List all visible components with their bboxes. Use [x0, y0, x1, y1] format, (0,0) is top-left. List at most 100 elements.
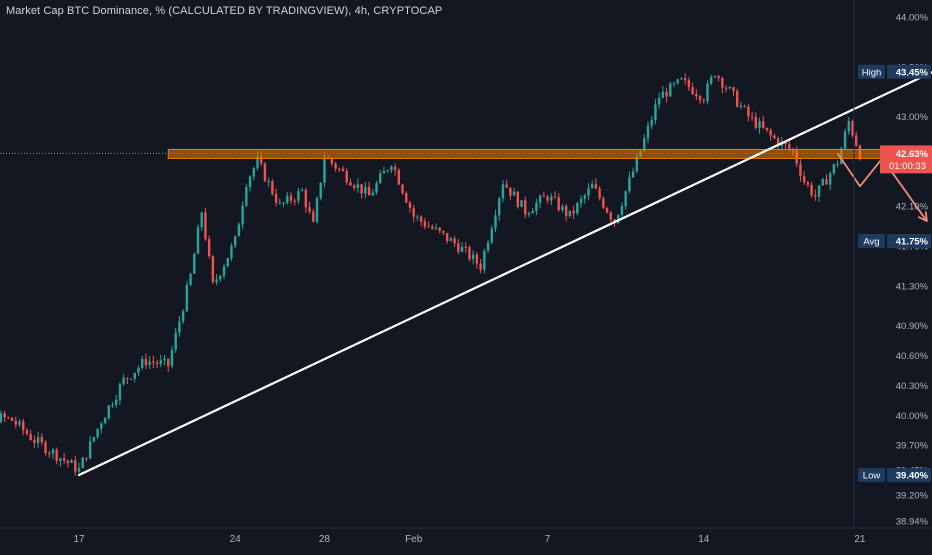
low-tag-name-box — [858, 468, 885, 482]
candle-body — [356, 184, 360, 188]
candle-body — [304, 189, 308, 208]
candle-body — [241, 205, 244, 225]
candle-body — [263, 163, 267, 182]
candle-body — [594, 184, 598, 189]
candle-body — [501, 184, 505, 199]
candle-body — [144, 358, 148, 366]
candle-body — [300, 189, 304, 191]
candle-body — [747, 106, 750, 117]
candle-body — [843, 131, 847, 149]
y-tick-label: 41.30% — [896, 281, 929, 292]
candle-body — [784, 141, 787, 145]
candle-body — [371, 192, 374, 196]
countdown: 01:00:33 — [889, 161, 926, 172]
candle-body — [248, 176, 252, 187]
candle-body — [349, 182, 352, 186]
y-tick-label: 44.00% — [896, 13, 929, 24]
candle-body — [758, 121, 761, 129]
high-tag-name: High — [862, 67, 882, 78]
candle-body — [315, 198, 319, 222]
candle-body — [308, 207, 311, 212]
candle-body — [624, 191, 627, 207]
candle-body — [799, 163, 802, 177]
candle-body — [88, 441, 92, 459]
candle-body — [576, 203, 579, 214]
chart-title: Market Cap BTC Dominance, % (CALCULATED … — [6, 5, 443, 17]
candle-body — [312, 211, 315, 222]
candle-body — [490, 228, 493, 243]
candle-body — [676, 79, 679, 84]
candle-body — [486, 242, 490, 251]
candle-body — [364, 187, 367, 194]
candle-body — [237, 224, 241, 237]
candle-body — [431, 226, 434, 229]
candle-body — [282, 202, 285, 204]
candle-body — [352, 185, 356, 188]
candle-body — [189, 273, 192, 285]
candle-body — [286, 195, 289, 203]
candle-body — [494, 215, 497, 229]
candle-body — [661, 91, 665, 98]
candle-body — [557, 197, 560, 211]
candle-body — [527, 213, 531, 215]
high-tag-value: 43.45% — [896, 67, 929, 78]
candle-body — [810, 184, 813, 196]
x-tick-label: 28 — [319, 534, 331, 545]
candle-body — [773, 135, 776, 139]
candle-body — [825, 178, 828, 185]
candle-body — [445, 232, 449, 242]
candle-body — [159, 360, 163, 365]
candle-body — [59, 458, 62, 461]
y-tick-label: 40.90% — [896, 321, 929, 332]
candle-body — [133, 372, 136, 379]
candle-body — [118, 384, 122, 400]
candle-body — [657, 97, 661, 105]
candle-body — [687, 80, 691, 88]
low-tag-value: 39.40% — [896, 471, 929, 482]
candle-body — [605, 207, 609, 213]
candle-body — [665, 91, 668, 97]
candle-body — [717, 76, 720, 78]
candle-body — [602, 198, 605, 208]
candle-body — [397, 170, 401, 185]
candle-body — [319, 182, 322, 199]
candle-body — [3, 413, 6, 418]
candle-body — [524, 200, 527, 215]
candle-body — [713, 76, 717, 78]
candle-body — [836, 163, 839, 165]
candle-body — [631, 171, 635, 178]
candle-body — [167, 358, 170, 367]
candle-body — [416, 216, 419, 218]
candle-body — [393, 166, 397, 171]
projection-path — [836, 152, 928, 222]
candle-body — [33, 439, 36, 443]
candle-body — [498, 198, 501, 216]
candle-body — [609, 212, 612, 220]
candle-body — [754, 116, 758, 129]
low-tag-name: Low — [863, 471, 881, 482]
candle-body — [323, 158, 326, 183]
candle-body — [345, 171, 348, 183]
candle-body — [405, 193, 408, 203]
candle-body — [561, 205, 564, 211]
candle-body — [457, 243, 460, 252]
candle-body — [802, 176, 806, 183]
candle-body — [222, 266, 226, 276]
avg-tag-value: 41.75% — [896, 237, 929, 248]
candle-body — [148, 361, 151, 366]
candle-body — [851, 121, 854, 136]
candle-body — [181, 311, 185, 322]
candle-body — [382, 170, 386, 174]
candle-body — [743, 105, 746, 107]
candle-body — [572, 210, 575, 214]
candle-body — [650, 119, 653, 126]
candle-body — [464, 246, 467, 248]
x-tick-label: 24 — [230, 534, 242, 545]
candle-body — [855, 135, 858, 146]
candle-body — [7, 417, 10, 419]
candle-body — [832, 164, 836, 174]
candle-body — [505, 184, 508, 188]
candle-body — [92, 436, 96, 442]
